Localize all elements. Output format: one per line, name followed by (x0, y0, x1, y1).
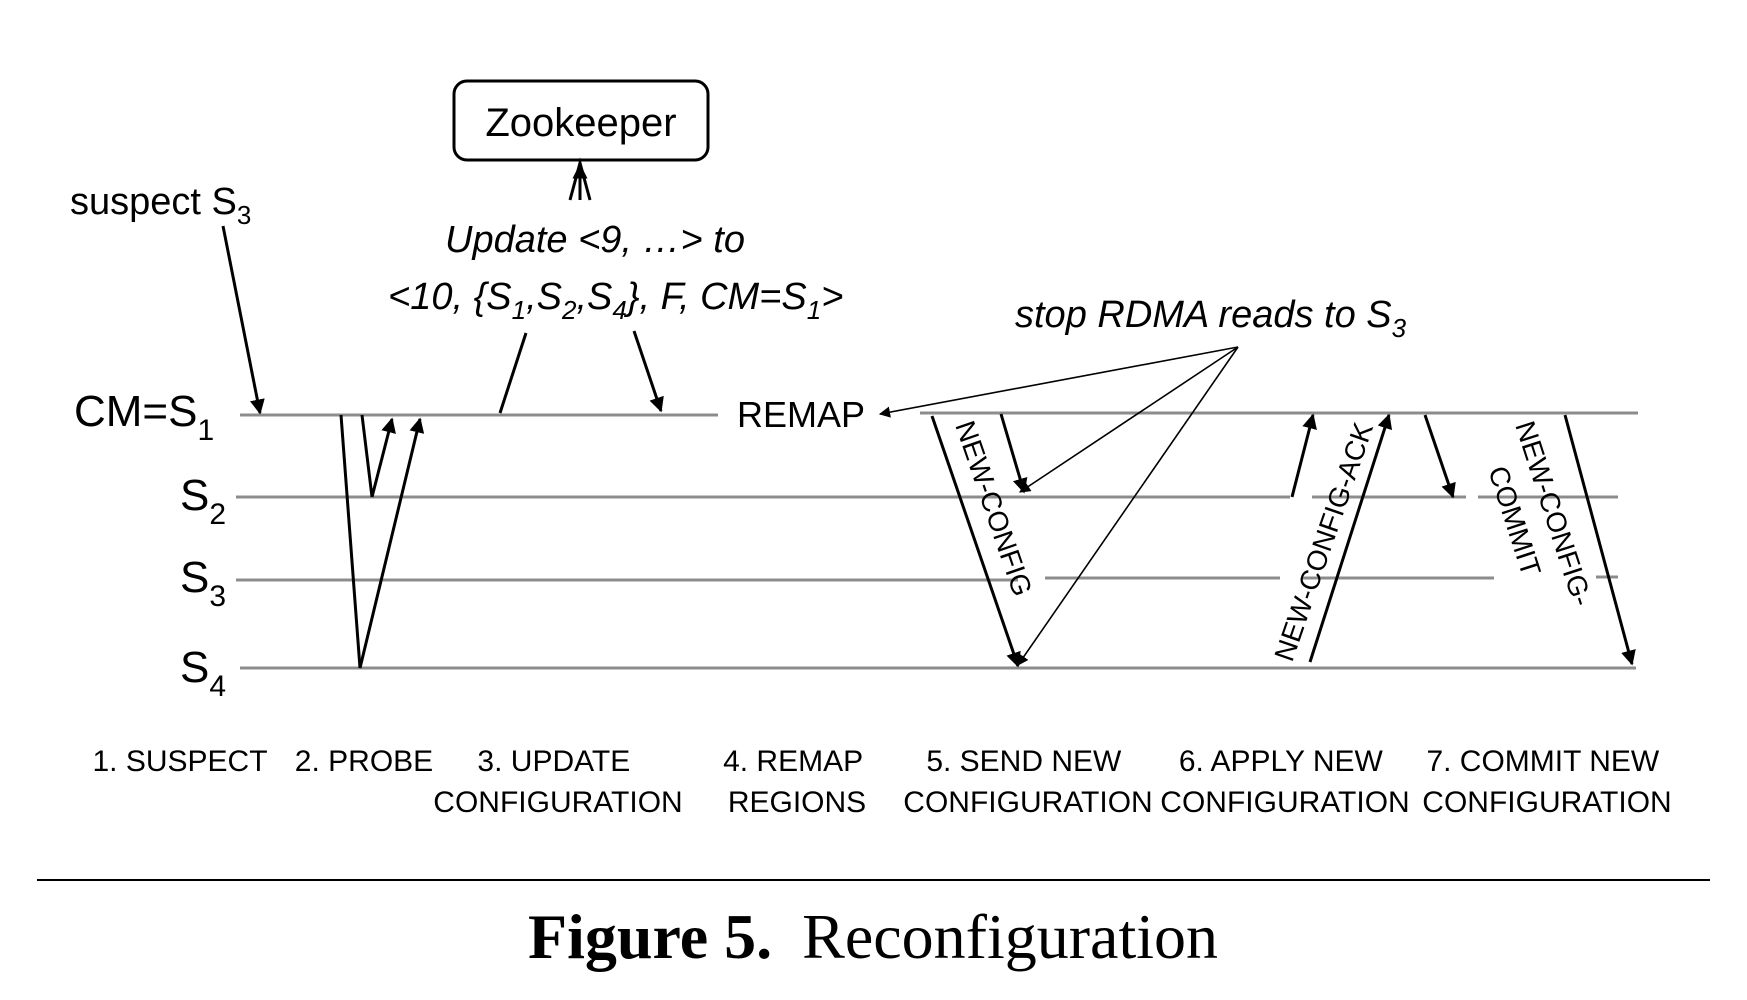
figure-number: Figure 5. (528, 901, 772, 972)
server-label-s3: S3 (180, 553, 226, 613)
phase-labels: 1. SUSPECT 2. PROBE 3. UPDATE CONFIGURAT… (92, 745, 1671, 819)
remap-label: REMAP (737, 394, 865, 435)
new-config-ack-label: NEW-CONFIG-ACK (1268, 418, 1379, 665)
zookeeper-box: Zookeeper (452, 79, 710, 162)
suspect-arrow (221, 225, 265, 415)
new-config-ack-messages (1290, 413, 1393, 663)
zookeeper-arrow (568, 157, 592, 201)
new-config-commit-messages (1423, 414, 1636, 666)
probe-messages (339, 414, 425, 669)
figure-title: Reconfiguration (802, 901, 1218, 972)
suspect-label: suspect S3 (70, 181, 251, 230)
server-label-cm: CM=S1 (74, 387, 214, 447)
phase-label-7: 7. COMMIT NEW CONFIGURATION (1422, 745, 1671, 819)
phase-label-6: 6. APPLY NEW CONFIGURATION (1160, 745, 1409, 819)
phase-label-5: 5. SEND NEW CONFIGURATION (903, 745, 1152, 819)
phase-label-1: 1. SUSPECT (92, 745, 267, 778)
update-request-line (498, 332, 528, 414)
timeline-cm (240, 411, 1638, 417)
stop-rdma-arrows (878, 346, 1239, 666)
update-line-2: <10, {S1,S2,S4}, F, CM=S1> (388, 276, 843, 325)
zookeeper-label: Zookeeper (485, 101, 676, 145)
figure-caption: Figure 5. Reconfiguration (528, 901, 1218, 972)
server-label-s2: S2 (180, 471, 226, 531)
phase-label-3: 3. UPDATE CONFIGURATION (433, 745, 682, 819)
phase-label-4: 4. REMAP REGIONS (723, 745, 871, 819)
server-label-s4: S4 (180, 643, 226, 703)
phase-label-2: 2. PROBE (295, 745, 433, 778)
update-line-1: Update <9, …> to (445, 219, 745, 261)
stop-rdma-label: stop RDMA reads to S3 (1015, 294, 1407, 343)
update-reply-arrow (632, 330, 664, 413)
new-config-messages (930, 413, 1028, 668)
timeline-s3 (236, 575, 1618, 582)
